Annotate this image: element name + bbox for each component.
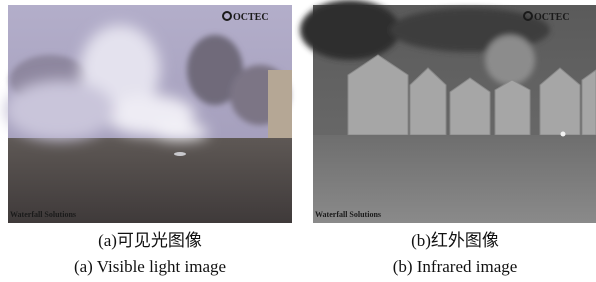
caption-cn: (b)红外图像 [411, 231, 499, 250]
visible-image: OCTEC Waterfall Solutions [5, 5, 292, 223]
caption-cn: (a)可见光图像 [98, 231, 202, 250]
watermark: OCTEC [233, 12, 269, 23]
infrared-image: OCTEC Waterfall Solutions [300, 0, 596, 223]
caption-en: (b) Infrared image [393, 257, 518, 276]
credit: Waterfall Solutions [315, 210, 381, 219]
credit: Waterfall Solutions [10, 210, 76, 219]
house [268, 70, 292, 138]
ground-spot [174, 152, 186, 156]
hot-spot [561, 132, 566, 137]
figure: OCTEC Waterfall Solutions OCTEC Waterfal… [0, 0, 596, 282]
caption-en: (a) Visible light image [74, 257, 226, 276]
watermark: OCTEC [534, 12, 570, 23]
